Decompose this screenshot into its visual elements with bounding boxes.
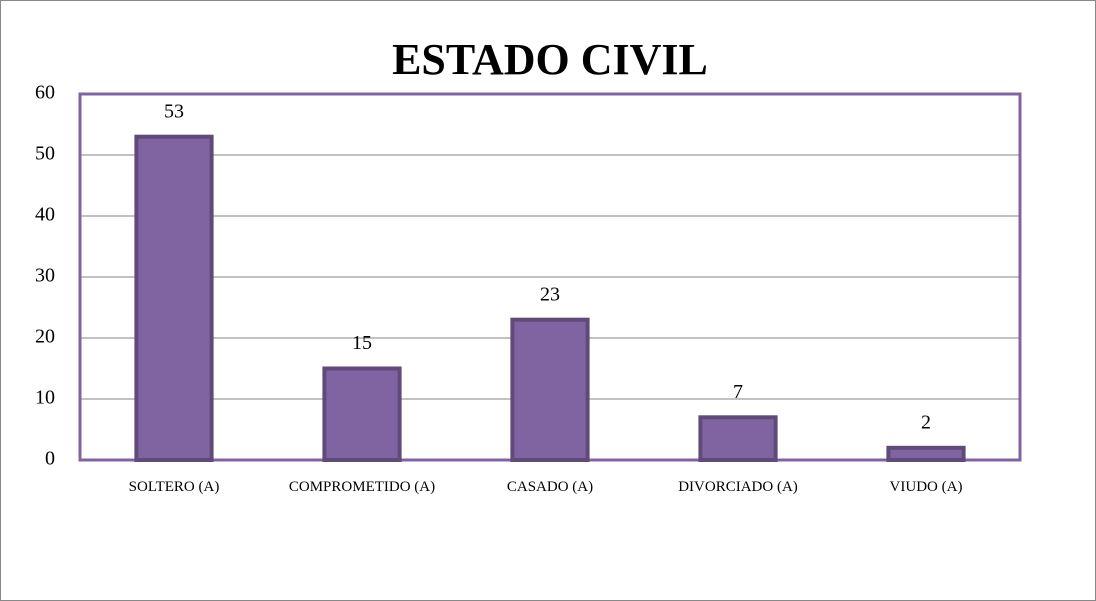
bar bbox=[510, 317, 590, 463]
data-label: 7 bbox=[733, 381, 743, 403]
data-label: 2 bbox=[921, 411, 931, 433]
x-tick-label: VIUDO (A) bbox=[889, 479, 963, 495]
y-tick-label: 20 bbox=[35, 326, 55, 348]
chart-title: ESTADO CIVIL bbox=[392, 35, 708, 84]
y-tick-label: 50 bbox=[35, 143, 55, 165]
y-tick-label: 40 bbox=[35, 204, 55, 226]
bar bbox=[698, 415, 778, 462]
x-tick-label: COMPROMETIDO (A) bbox=[288, 479, 436, 495]
bar bbox=[134, 134, 214, 462]
data-label: 53 bbox=[164, 100, 184, 122]
y-tick-label: 30 bbox=[35, 265, 55, 287]
y-tick-label: 60 bbox=[35, 82, 55, 104]
x-tick-label: CASADO (A) bbox=[506, 479, 594, 495]
y-tick-label: 10 bbox=[35, 387, 55, 409]
bar bbox=[886, 445, 966, 462]
bar bbox=[322, 366, 402, 462]
data-label: 23 bbox=[540, 283, 560, 305]
x-tick-label: SOLTERO (A) bbox=[128, 479, 220, 495]
y-tick-label: 0 bbox=[45, 448, 55, 470]
x-tick-label: DIVORCIADO (A) bbox=[678, 479, 798, 495]
data-label: 15 bbox=[352, 332, 372, 354]
